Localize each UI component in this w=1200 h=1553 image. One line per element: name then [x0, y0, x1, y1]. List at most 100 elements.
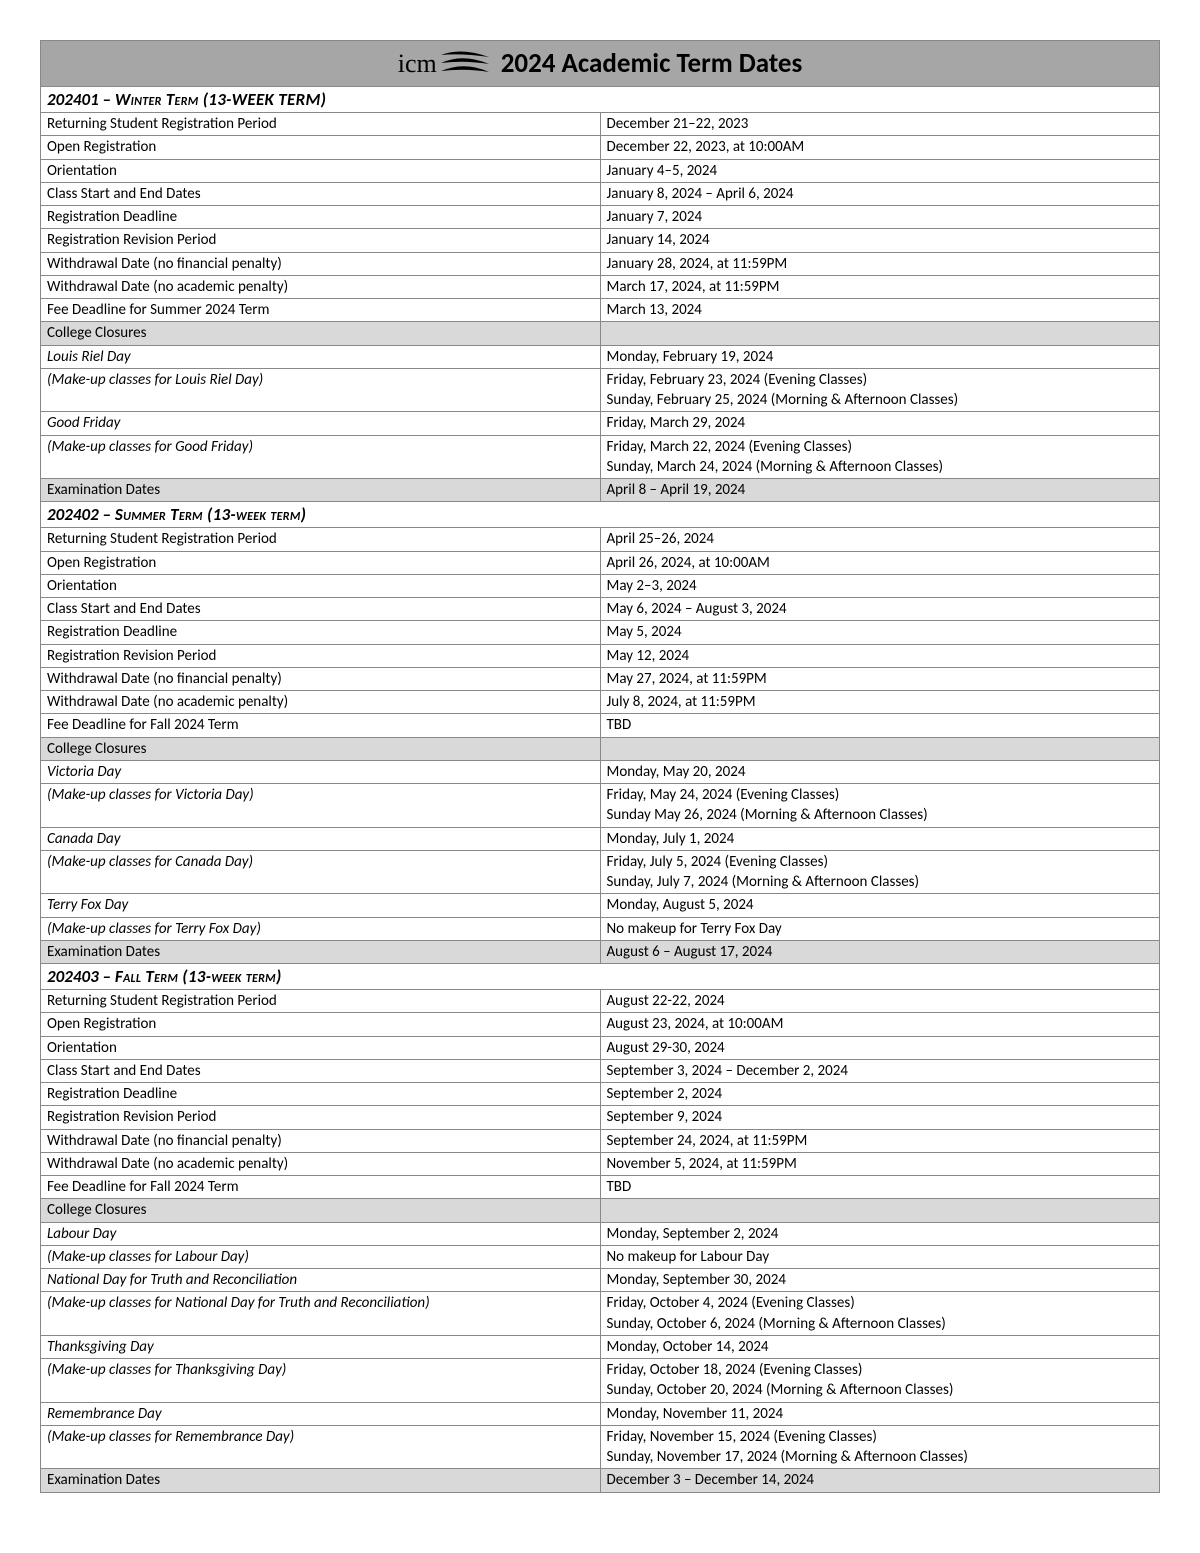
row-value-line: Sunday May 26, 2024 (Morning & Afternoon… — [607, 805, 1154, 825]
row-label: Withdrawal Date (no financial penalty) — [41, 667, 600, 690]
row-value: Monday, November 11, 2024 — [600, 1402, 1159, 1425]
row-label: (Make-up classes for Thanksgiving Day) — [41, 1359, 600, 1403]
term-code: 202401 – — [47, 89, 115, 110]
row-label: (Make-up classes for Canada Day) — [41, 850, 600, 894]
row-label: Registration Revision Period — [41, 644, 600, 667]
row-label: (Make-up classes for National Day for Tr… — [41, 1292, 600, 1336]
row-label: Withdrawal Date (no academic penalty) — [41, 275, 600, 298]
table-row: Registration DeadlineJanuary 7, 2024 — [41, 206, 1159, 229]
table-row: Returning Student Registration PeriodAug… — [41, 990, 1159, 1013]
logo-swoosh-icon — [439, 49, 491, 79]
page-title: 2024 Academic Term Dates — [501, 47, 803, 80]
table-row: Canada DayMonday, July 1, 2024 — [41, 827, 1159, 850]
row-label: Victoria Day — [41, 760, 600, 783]
table-row: (Make-up classes for National Day for Tr… — [41, 1292, 1159, 1336]
row-value: Monday, July 1, 2024 — [600, 827, 1159, 850]
row-value: Monday, February 19, 2024 — [600, 345, 1159, 368]
term-table: Returning Student Registration PeriodApr… — [41, 528, 1159, 964]
table-row: Fee Deadline for Fall 2024 TermTBD — [41, 714, 1159, 737]
term-code: 202403 – — [47, 966, 115, 987]
row-label: Class Start and End Dates — [41, 598, 600, 621]
row-value: December 3 – December 14, 2024 — [600, 1469, 1159, 1492]
table-row: Class Start and End DatesJanuary 8, 2024… — [41, 182, 1159, 205]
row-value: April 25–26, 2024 — [600, 528, 1159, 551]
row-value: March 17, 2024, at 11:59PM — [600, 275, 1159, 298]
table-row: Withdrawal Date (no financial penalty)Ma… — [41, 667, 1159, 690]
row-value: Friday, May 24, 2024 (Evening Classes)Su… — [600, 784, 1159, 828]
row-value: Monday, May 20, 2024 — [600, 760, 1159, 783]
term-dates-document: icm 2024 Academic Term Dates 202401 – Wi… — [40, 40, 1160, 1493]
row-label: Remembrance Day — [41, 1402, 600, 1425]
table-row: Open RegistrationApril 26, 2024, at 10:0… — [41, 551, 1159, 574]
row-value-line: Sunday, February 25, 2024 (Morning & Aft… — [607, 390, 1154, 410]
table-row: OrientationMay 2–3, 2024 — [41, 574, 1159, 597]
row-label: (Make-up classes for Terry Fox Day) — [41, 917, 600, 940]
row-label: Withdrawal Date (no academic penalty) — [41, 1152, 600, 1175]
row-value: September 24, 2024, at 11:59PM — [600, 1129, 1159, 1152]
row-value: January 14, 2024 — [600, 229, 1159, 252]
row-label: Registration Revision Period — [41, 229, 600, 252]
term-name: Winter Term (13-WEEK TERM) — [115, 89, 326, 110]
table-row: (Make-up classes for Victoria Day)Friday… — [41, 784, 1159, 828]
row-label: Open Registration — [41, 1013, 600, 1036]
row-value-line: Friday, May 24, 2024 (Evening Classes) — [607, 785, 1154, 805]
table-row: Returning Student Registration PeriodDec… — [41, 113, 1159, 136]
row-label: Registration Deadline — [41, 206, 600, 229]
table-row: (Make-up classes for Remembrance Day) Fri… — [41, 1425, 1159, 1469]
term-header: 202403 – Fall Term (13-week term) — [41, 964, 1159, 990]
row-value: August 22-22, 2024 — [600, 990, 1159, 1013]
table-row: (Make-up classes for Thanksgiving Day)Fr… — [41, 1359, 1159, 1403]
row-value — [600, 1199, 1159, 1222]
table-row: Fee Deadline for Fall 2024 TermTBD — [41, 1176, 1159, 1199]
row-value — [600, 737, 1159, 760]
row-value: January 8, 2024 – April 6, 2024 — [600, 182, 1159, 205]
row-label: Class Start and End Dates — [41, 182, 600, 205]
table-row: (Make-up classes for Terry Fox Day)No ma… — [41, 917, 1159, 940]
row-value-line: Friday, March 22, 2024 (Evening Classes) — [607, 437, 1154, 457]
row-label: Thanksgiving Day — [41, 1335, 600, 1358]
table-row: College Closures — [41, 322, 1159, 345]
row-value: Monday, September 2, 2024 — [600, 1222, 1159, 1245]
term-code: 202402 – — [47, 504, 115, 525]
row-label: Class Start and End Dates — [41, 1059, 600, 1082]
row-label: Open Registration — [41, 136, 600, 159]
row-label: Canada Day — [41, 827, 600, 850]
table-row: OrientationAugust 29-30, 2024 — [41, 1036, 1159, 1059]
table-row: Open RegistrationAugust 23, 2024, at 10:… — [41, 1013, 1159, 1036]
table-row: Withdrawal Date (no academic penalty)Nov… — [41, 1152, 1159, 1175]
term-table: Returning Student Registration PeriodAug… — [41, 990, 1159, 1493]
row-label: College Closures — [41, 322, 600, 345]
row-label: Withdrawal Date (no financial penalty) — [41, 252, 600, 275]
row-value: December 22, 2023, at 10:00AM — [600, 136, 1159, 159]
row-value-line: Friday, November 15, 2024 (Evening Class… — [607, 1427, 1154, 1447]
row-value: Friday, October 4, 2024 (Evening Classes… — [600, 1292, 1159, 1336]
row-label: Registration Deadline — [41, 621, 600, 644]
row-label: Fee Deadline for Fall 2024 Term — [41, 714, 600, 737]
table-row: Open RegistrationDecember 22, 2023, at 1… — [41, 136, 1159, 159]
row-value: Friday, July 5, 2024 (Evening Classes)Su… — [600, 850, 1159, 894]
term-name: Fall Term (13-week term) — [115, 966, 282, 987]
row-label: National Day for Truth and Reconciliatio… — [41, 1269, 600, 1292]
title-bar: icm 2024 Academic Term Dates — [41, 41, 1159, 87]
row-value: May 12, 2024 — [600, 644, 1159, 667]
row-value: Friday, March 22, 2024 (Evening Classes)… — [600, 435, 1159, 479]
table-row: Withdrawal Date (no academic penalty)Mar… — [41, 275, 1159, 298]
row-label: Registration Revision Period — [41, 1106, 600, 1129]
row-label: Orientation — [41, 574, 600, 597]
row-value-line: Sunday, November 17, 2024 (Morning & Aft… — [607, 1447, 1154, 1467]
row-label: (Make-up classes for Remembrance Day) — [41, 1425, 600, 1469]
row-value: April 8 – April 19, 2024 — [600, 479, 1159, 502]
row-value: August 29-30, 2024 — [600, 1036, 1159, 1059]
row-label: Fee Deadline for Fall 2024 Term — [41, 1176, 600, 1199]
row-label: Examination Dates — [41, 940, 600, 963]
row-value: July 8, 2024, at 11:59PM — [600, 691, 1159, 714]
table-row: Terry Fox DayMonday, August 5, 2024 — [41, 894, 1159, 917]
row-value: TBD — [600, 714, 1159, 737]
row-value: September 9, 2024 — [600, 1106, 1159, 1129]
table-row: Examination DatesApril 8 – April 19, 202… — [41, 479, 1159, 502]
row-label: Louis Riel Day — [41, 345, 600, 368]
table-row: Registration DeadlineSeptember 2, 2024 — [41, 1083, 1159, 1106]
row-label: (Make-up classes for Victoria Day) — [41, 784, 600, 828]
row-value: August 23, 2024, at 10:00AM — [600, 1013, 1159, 1036]
table-row: Good FridayFriday, March 29, 2024 — [41, 412, 1159, 435]
